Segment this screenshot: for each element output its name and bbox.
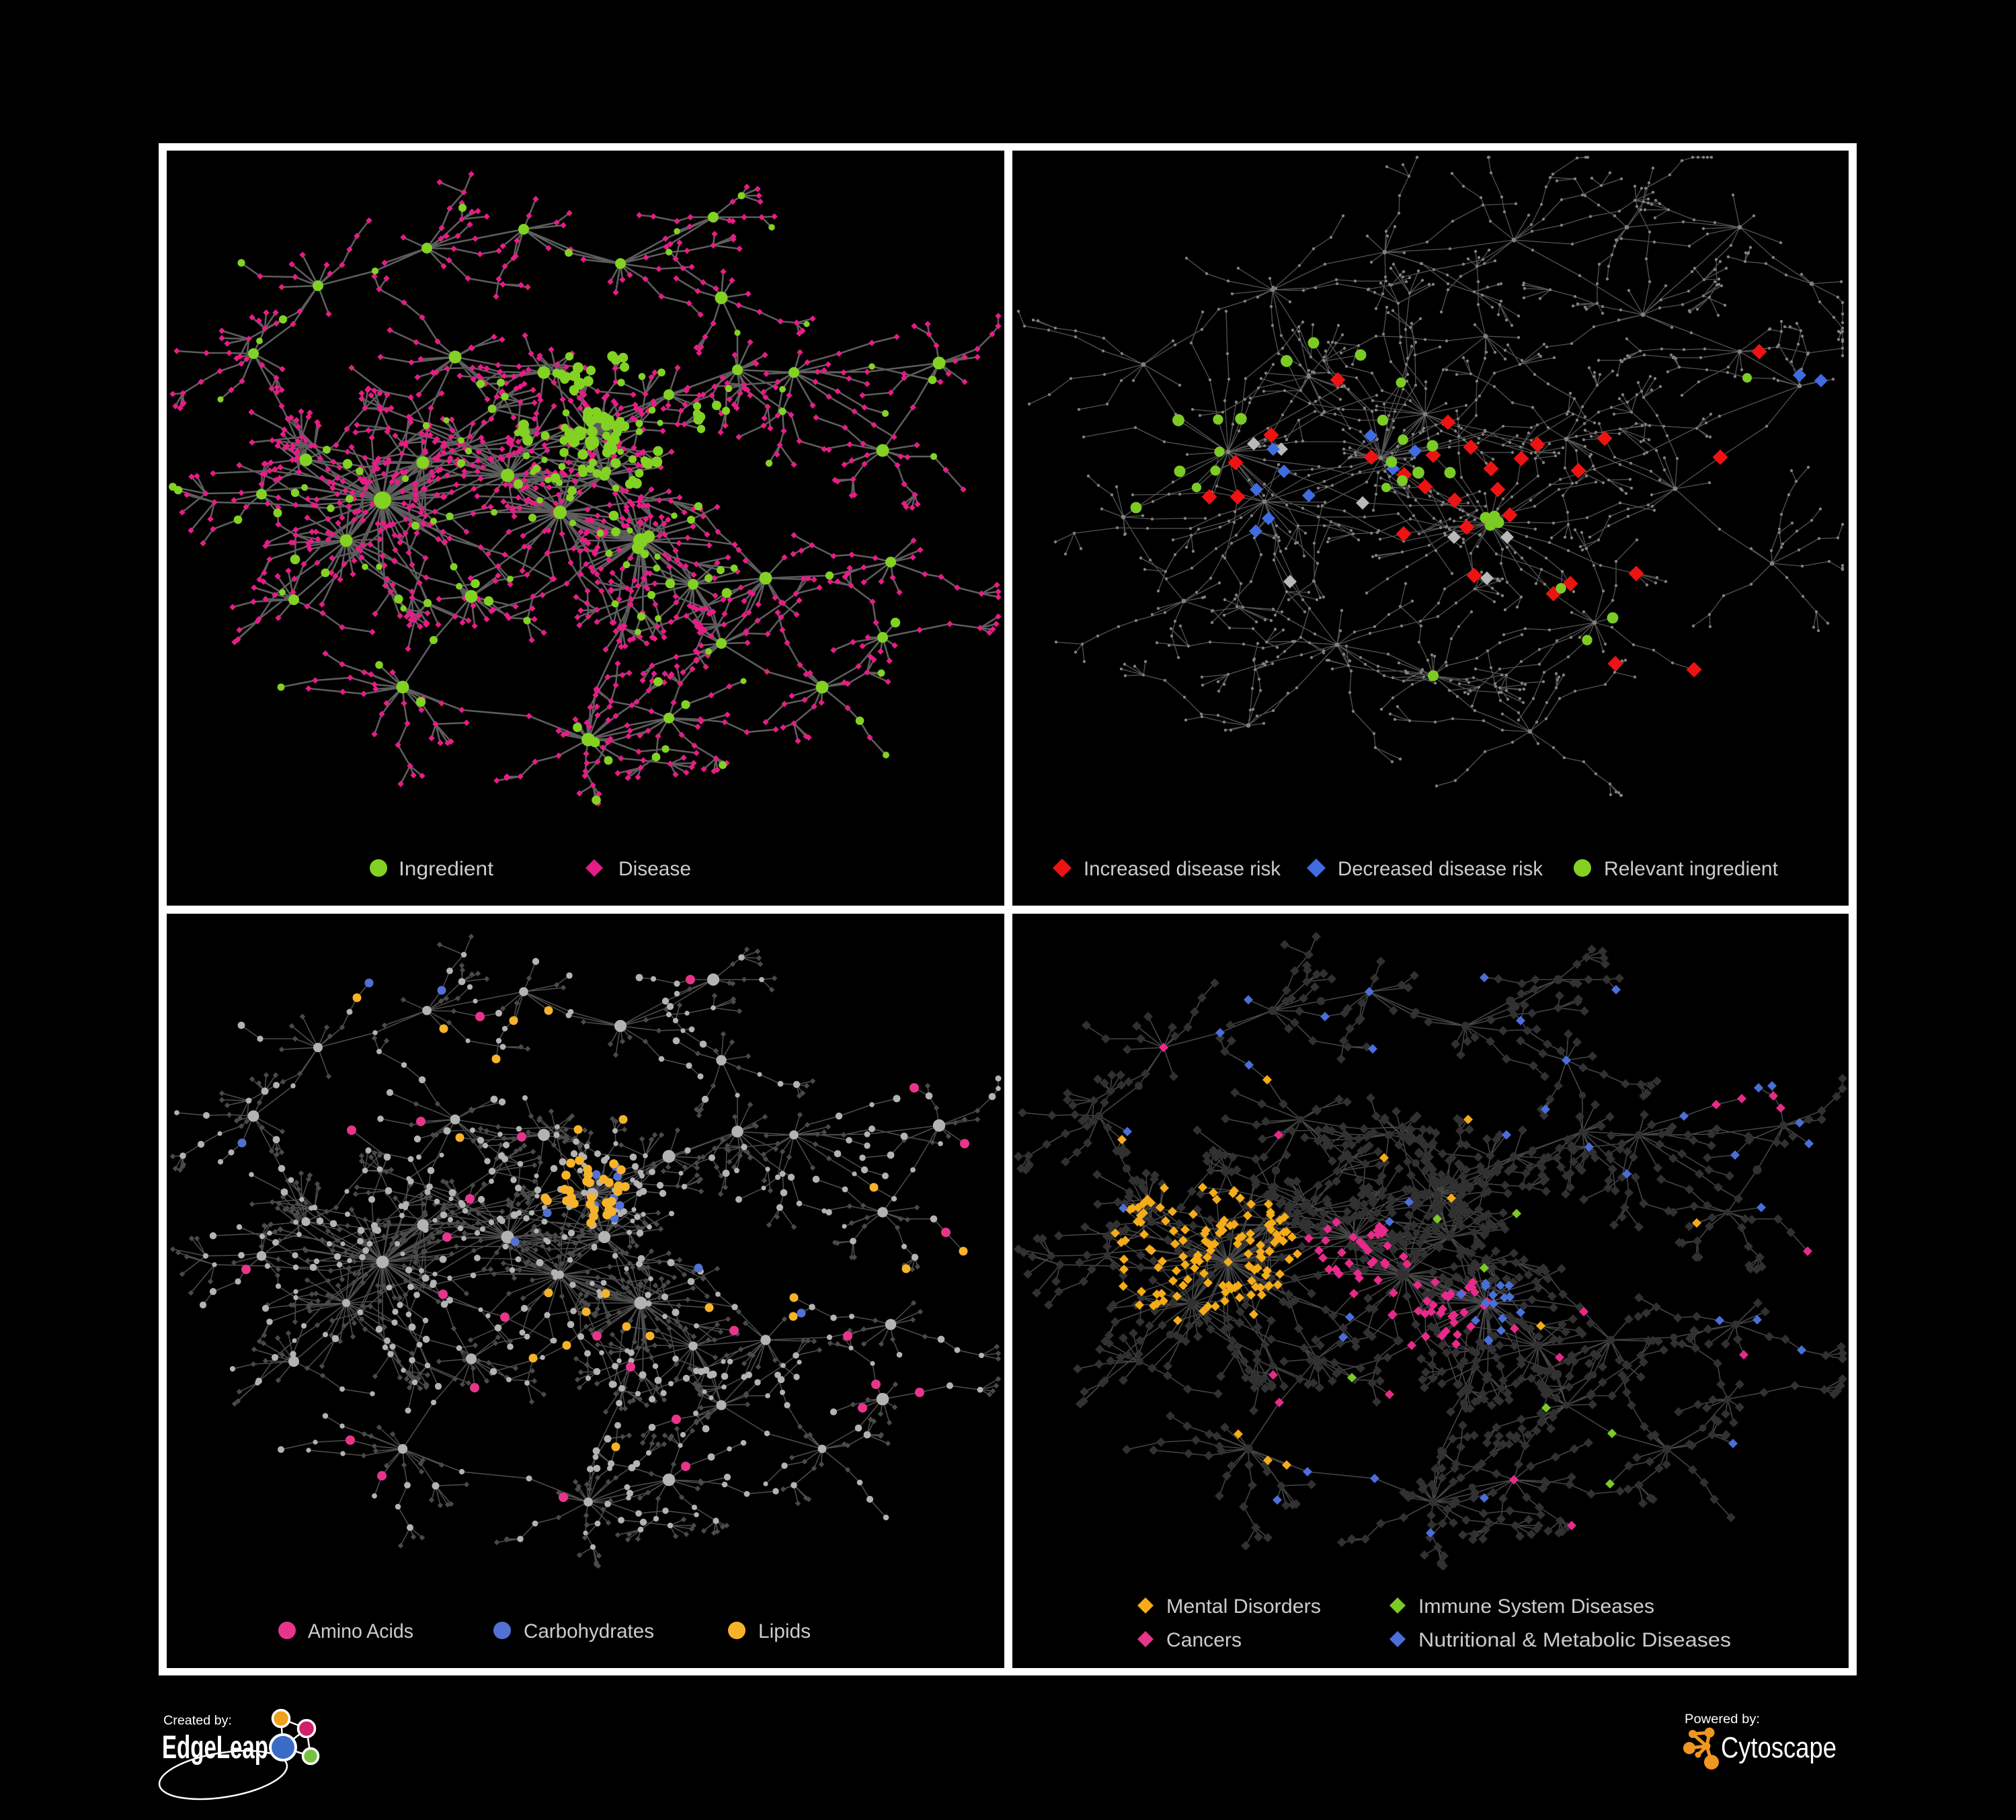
svg-text:Ingredient: Ingredient bbox=[399, 858, 494, 880]
svg-text:Lipids: Lipids bbox=[758, 1620, 811, 1643]
svg-text:Mental Disorders: Mental Disorders bbox=[1166, 1595, 1321, 1618]
svg-text:Nutritional & Metabolic Diseas: Nutritional & Metabolic Diseases bbox=[1418, 1629, 1731, 1651]
svg-text:Disease: Disease bbox=[618, 858, 691, 880]
svg-text:EdgeLeap: EdgeLeap bbox=[162, 1730, 268, 1766]
svg-text:Increased disease risk: Increased disease risk bbox=[1084, 858, 1281, 880]
svg-text:Amino Acids: Amino Acids bbox=[308, 1620, 413, 1643]
svg-text:Cancers: Cancers bbox=[1166, 1629, 1242, 1651]
svg-text:Created by:: Created by: bbox=[163, 1714, 232, 1728]
svg-text:Carbohydrates: Carbohydrates bbox=[524, 1620, 654, 1643]
svg-text:Powered by:: Powered by: bbox=[1685, 1712, 1760, 1727]
svg-text:Cytoscape: Cytoscape bbox=[1721, 1731, 1837, 1764]
svg-text:Decreased disease risk: Decreased disease risk bbox=[1338, 858, 1543, 880]
svg-text:Immune System Diseases: Immune System Diseases bbox=[1418, 1595, 1654, 1618]
svg-text:Relevant ingredient: Relevant ingredient bbox=[1604, 858, 1779, 880]
